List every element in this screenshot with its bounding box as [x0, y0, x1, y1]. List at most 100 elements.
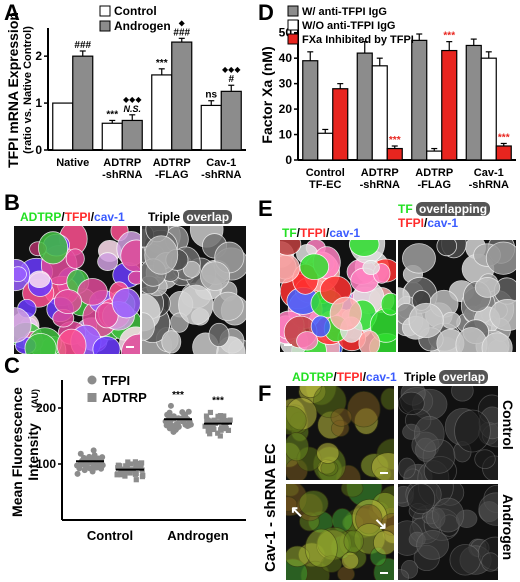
micro-e-overlap	[398, 240, 516, 352]
scatter-point-tfpi	[170, 413, 177, 420]
x-tick-label: Control	[306, 167, 345, 179]
cell-shape	[286, 432, 309, 462]
significance-label: ns	[205, 90, 217, 101]
cell-shape	[416, 530, 450, 560]
x-tick-label: ADTRP	[153, 157, 191, 169]
bar	[220, 90, 242, 151]
panel-letter-a: A	[4, 0, 20, 25]
cell-shape	[144, 235, 179, 275]
cell-shape	[451, 386, 474, 402]
micro-f-androgen-merge: ↖ ↘	[286, 484, 394, 580]
x-tick-label: Control	[87, 528, 133, 543]
label-sep: /	[61, 210, 65, 224]
bar	[386, 147, 403, 161]
scatter-point-adtrp	[215, 430, 221, 436]
row-label-control: Control	[500, 400, 516, 450]
label-overlapping: overlapping	[416, 202, 491, 216]
cell-shape	[414, 415, 445, 452]
x-tick-label: -shRNA	[201, 169, 241, 181]
scale-bar	[126, 346, 134, 348]
cell-shape	[329, 296, 362, 331]
scatter-point-tfpi	[174, 423, 181, 430]
scatter-point-tfpi	[182, 412, 189, 419]
scatter-point-adtrp	[205, 425, 212, 431]
scatter-point-adtrp	[207, 431, 213, 437]
scatter-point-adtrp	[215, 413, 221, 419]
bar	[72, 55, 94, 151]
cell-shape	[14, 266, 27, 283]
cell-shape	[489, 299, 516, 331]
legend-label: Control	[114, 4, 157, 18]
legend-swatch	[99, 5, 111, 17]
significance-label: ***	[443, 31, 455, 42]
scatter-point-tfpi	[97, 462, 104, 469]
cell-shape	[358, 330, 381, 352]
cell-shape	[178, 284, 214, 325]
scatter-point-adtrp	[211, 426, 217, 433]
x-tick-label: ADTRP	[103, 157, 141, 169]
cell-shape	[398, 391, 425, 416]
micro-e-merge-cells	[280, 240, 396, 352]
cell-shape	[441, 311, 461, 330]
cell-shape	[402, 243, 436, 274]
y-axis-unit: (AU)	[30, 389, 40, 408]
y-tick-label: 200	[36, 401, 56, 415]
label-cav: cav-1	[94, 210, 125, 224]
label-tf: TF	[282, 226, 297, 240]
x-tick-label: -FLAG	[417, 179, 451, 191]
scale-bar	[380, 472, 388, 474]
scatter-point-adtrp	[206, 418, 212, 424]
significance-label: ###	[74, 40, 91, 51]
significance-label: #	[228, 74, 234, 85]
micro-f-control-merge	[286, 386, 394, 480]
cell-shape	[298, 490, 329, 517]
significance-marker: ◆	[179, 18, 186, 27]
cell-shape	[481, 332, 513, 352]
cell-shape	[408, 302, 444, 339]
cell-shape	[340, 484, 364, 498]
panel-letter-d: D	[258, 0, 274, 25]
micro-b-merge	[14, 226, 140, 354]
cell-shape	[14, 307, 32, 343]
x-tick-label: Cav-1	[474, 167, 504, 179]
legend-swatch	[287, 19, 299, 31]
y-tick-label: 20	[279, 102, 293, 116]
y-tick-label: 0	[35, 143, 42, 157]
panel-f-triple-label: Triple overlap	[404, 370, 489, 384]
scatter-point-adtrp	[207, 409, 214, 416]
cell-shape	[56, 328, 87, 354]
scatter-point-adtrp	[202, 423, 208, 429]
y-axis-label: Mean Fluorescence	[9, 387, 25, 517]
cell-shape	[371, 452, 394, 480]
legend-swatch	[287, 5, 299, 17]
bar	[411, 39, 428, 161]
panel-f-label: ADTRP/TFPI/cav-1	[292, 370, 397, 384]
legend-swatch	[87, 393, 97, 402]
panel-letter-c: C	[4, 353, 20, 378]
cell-shape	[343, 529, 364, 553]
panel-letter-f: F	[258, 381, 272, 406]
y-axis-label: Factor Xa (nM)	[259, 46, 275, 143]
label-sep: /	[90, 210, 95, 224]
micro-f-control-overlap-cells	[398, 386, 498, 480]
label-triple: Triple	[148, 210, 181, 224]
micro-e-merge	[280, 240, 396, 352]
label-sep: /	[362, 370, 367, 384]
bar	[302, 60, 319, 161]
y-axis-label: TFPI mRNA Expression	[5, 12, 21, 168]
legend-swatch	[287, 33, 299, 45]
panel-letter-e: E	[258, 196, 273, 221]
scatter-point-tfpi	[170, 423, 177, 430]
significance-label: ***	[212, 396, 224, 407]
cell-shape	[316, 442, 340, 464]
panel-b-label: ADTRP/TFPI/cav-1	[20, 210, 125, 224]
panel-f-side-label: Cav-1 - shRNA EC	[262, 443, 279, 572]
label-overlap: overlap	[439, 370, 489, 384]
cell-shape	[474, 449, 496, 469]
x-tick-label: -shRNA	[102, 169, 142, 181]
significance-label: ***	[498, 132, 510, 143]
significance-label: ***	[156, 58, 168, 69]
y-tick-label: 40	[279, 51, 293, 65]
bar	[332, 88, 349, 161]
scatter-point-tfpi	[90, 447, 97, 454]
